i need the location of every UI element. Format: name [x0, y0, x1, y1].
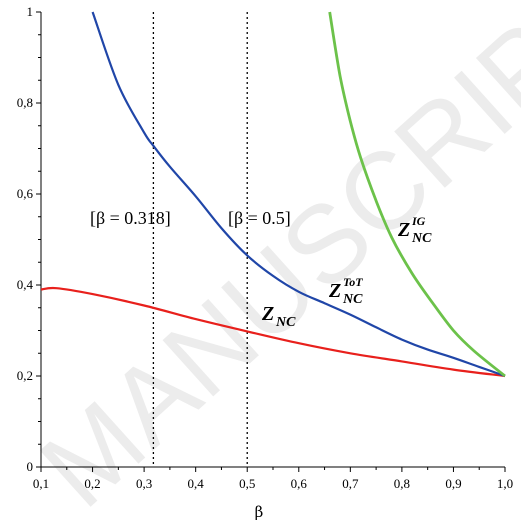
curve-label-sup: ToT	[343, 275, 363, 289]
y-tick-label: 0,8	[17, 95, 33, 110]
x-tick-label: 0,8	[394, 476, 410, 491]
curve-label-sup: IG	[411, 214, 426, 228]
y-tick-label: 1	[27, 4, 34, 19]
y-tick-label: 0	[27, 459, 34, 474]
series-line-z-nc-tot	[91, 11, 506, 378]
x-axis-title: β	[255, 503, 264, 521]
reference-lines: [β = 0.318] [β = 0.5]	[90, 12, 291, 467]
curve-label: Z NC	[261, 303, 296, 330]
x-tick-label: 0,6	[291, 476, 308, 491]
curve-label-base: Z	[328, 280, 341, 302]
y-tick-label: 0,2	[17, 368, 33, 383]
curve-label-sub: NC	[411, 231, 432, 246]
series-group	[40, 11, 506, 378]
curve-label: Z IG NC	[397, 214, 432, 246]
x-tick-label: 0,4	[188, 476, 205, 491]
y-tick-label: 0,4	[17, 277, 34, 292]
curve-label-sub: NC	[275, 315, 296, 330]
axes: 0,1 0,2 0,3 0,4 0,5 0,6 0,7 0,8 0,9 1,0 0 0,2 0,4 0,6…	[17, 4, 513, 491]
curve-label: Z ToT NC	[328, 275, 363, 307]
series-line-z-nc	[40, 286, 506, 378]
x-tick-label: 0,5	[239, 476, 255, 491]
watermark: MANUSCRIPT	[18, 0, 521, 524]
x-tick-label: 1,0	[497, 476, 513, 491]
x-tick-label: 0,1	[33, 476, 49, 491]
reference-line-label: [β = 0.318]	[90, 208, 171, 228]
curve-label-base: Z	[261, 303, 274, 325]
reference-line-label: [β = 0.5]	[228, 208, 291, 228]
x-tick-label: 0,7	[342, 476, 359, 491]
x-tick-label: 0,2	[84, 476, 100, 491]
curve-label-sub: NC	[342, 292, 363, 307]
series-line-z-nc-ig	[328, 11, 506, 378]
x-tick-label: 0,3	[136, 476, 152, 491]
y-tick-label: 0,6	[17, 186, 34, 201]
x-tick-label: 0,9	[445, 476, 461, 491]
curve-label-base: Z	[397, 219, 410, 241]
